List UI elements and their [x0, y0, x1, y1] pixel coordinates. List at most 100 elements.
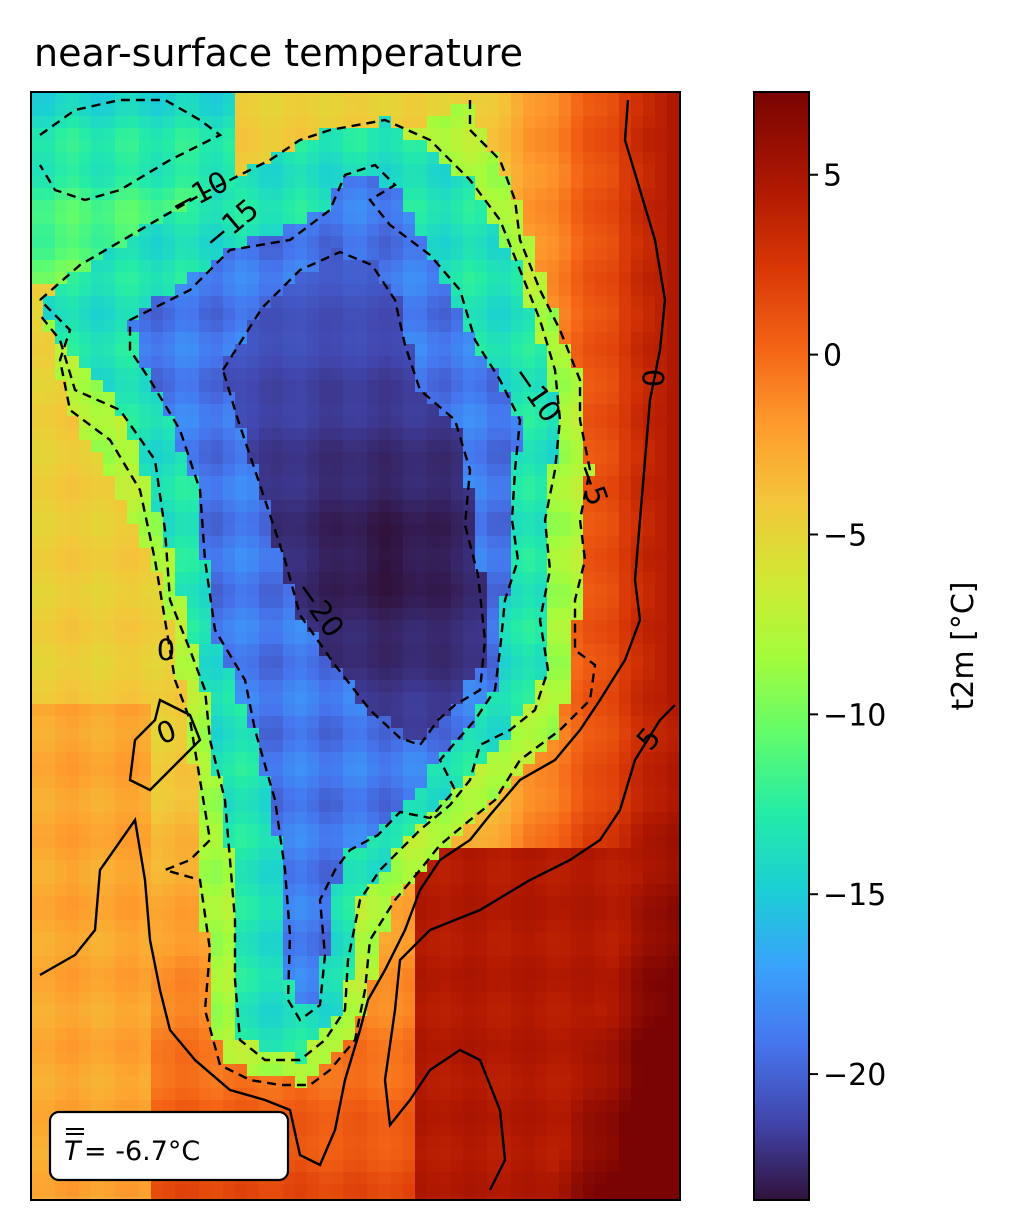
heatmap-cell	[187, 632, 200, 645]
heatmap-cell	[367, 128, 380, 141]
heatmap-cell	[655, 788, 668, 801]
heatmap-cell	[307, 788, 320, 801]
heatmap-cell	[619, 164, 632, 177]
heatmap-cell	[619, 212, 632, 225]
heatmap-cell	[523, 728, 536, 741]
heatmap-cell	[547, 788, 560, 801]
heatmap-cell	[607, 200, 620, 213]
heatmap-cell	[619, 296, 632, 309]
heatmap-cell	[391, 164, 404, 177]
heatmap-cell	[187, 236, 200, 249]
heatmap-cell	[331, 536, 344, 549]
heatmap-cell	[43, 368, 56, 381]
heatmap-cell	[103, 728, 116, 741]
heatmap-cell	[403, 716, 416, 729]
heatmap-cell	[211, 1004, 224, 1017]
heatmap-cell	[247, 860, 260, 873]
heatmap-cell	[355, 272, 368, 285]
heatmap-cell	[667, 584, 680, 597]
heatmap-cell	[667, 956, 680, 969]
heatmap-cell	[403, 380, 416, 393]
heatmap-cell	[115, 716, 128, 729]
heatmap-cell	[139, 152, 152, 165]
heatmap-cell	[91, 1004, 104, 1017]
heatmap-cell	[79, 848, 92, 861]
heatmap-cell	[223, 716, 236, 729]
heatmap-cell	[595, 344, 608, 357]
heatmap-cell	[499, 692, 512, 705]
heatmap-cell	[163, 416, 176, 429]
heatmap-cell	[415, 944, 428, 957]
heatmap-cell	[535, 812, 548, 825]
heatmap-cell	[439, 236, 452, 249]
heatmap-cell	[259, 620, 272, 633]
heatmap-cell	[163, 884, 176, 897]
heatmap-cell	[115, 524, 128, 537]
heatmap-cell	[271, 260, 284, 273]
heatmap-cell	[655, 812, 668, 825]
heatmap-cell	[415, 92, 428, 105]
heatmap-cell	[283, 320, 296, 333]
heatmap-cell	[379, 128, 392, 141]
heatmap-cell	[295, 512, 308, 525]
heatmap-cell	[427, 1004, 440, 1017]
heatmap-cell	[643, 668, 656, 681]
heatmap-cell	[319, 1112, 332, 1125]
heatmap-cell	[451, 1016, 464, 1029]
heatmap-cell	[511, 812, 524, 825]
heatmap-cell	[283, 212, 296, 225]
heatmap-cell	[115, 740, 128, 753]
heatmap-cell	[535, 1064, 548, 1077]
heatmap-cell	[151, 1004, 164, 1017]
heatmap-cell	[55, 392, 68, 405]
heatmap-cell	[343, 560, 356, 573]
heatmap-cell	[415, 836, 428, 849]
heatmap-cell	[439, 572, 452, 585]
heatmap-cell	[439, 536, 452, 549]
heatmap-cell	[307, 188, 320, 201]
heatmap-cell	[559, 1088, 572, 1101]
heatmap-cell	[91, 968, 104, 981]
heatmap-cell	[55, 1016, 68, 1029]
heatmap-cell	[355, 800, 368, 813]
heatmap-cell	[247, 992, 260, 1005]
heatmap-cell	[475, 776, 488, 789]
heatmap-cell	[331, 848, 344, 861]
heatmap-cell	[535, 1040, 548, 1053]
heatmap-cell	[211, 572, 224, 585]
heatmap-cell	[91, 356, 104, 369]
heatmap-cell	[211, 740, 224, 753]
heatmap-cell	[55, 1004, 68, 1017]
heatmap-cell	[223, 1004, 236, 1017]
heatmap-cell	[235, 368, 248, 381]
heatmap-cell	[535, 248, 548, 261]
heatmap-cell	[667, 1124, 680, 1137]
heatmap-cell	[67, 308, 80, 321]
heatmap-cell	[367, 1040, 380, 1053]
heatmap-cell	[175, 908, 188, 921]
heatmap-cell	[79, 224, 92, 237]
heatmap-cell	[535, 200, 548, 213]
heatmap-cell	[379, 740, 392, 753]
heatmap-cell	[343, 512, 356, 525]
heatmap-cell	[391, 596, 404, 609]
heatmap-cell	[331, 92, 344, 105]
heatmap-cell	[223, 932, 236, 945]
heatmap-cell	[295, 104, 308, 117]
heatmap-cell	[631, 644, 644, 657]
heatmap-cell	[151, 200, 164, 213]
heatmap-cell	[331, 560, 344, 573]
heatmap-cell	[31, 824, 44, 837]
heatmap-cell	[247, 632, 260, 645]
heatmap-cell	[451, 356, 464, 369]
heatmap-cell	[355, 608, 368, 621]
heatmap-cell	[571, 968, 584, 981]
heatmap-cell	[247, 392, 260, 405]
heatmap-cell	[139, 116, 152, 129]
heatmap-cell	[403, 596, 416, 609]
heatmap-cell	[655, 560, 668, 573]
heatmap-cell	[499, 1028, 512, 1041]
heatmap-cell	[571, 992, 584, 1005]
heatmap-cell	[43, 584, 56, 597]
heatmap-cell	[307, 920, 320, 933]
